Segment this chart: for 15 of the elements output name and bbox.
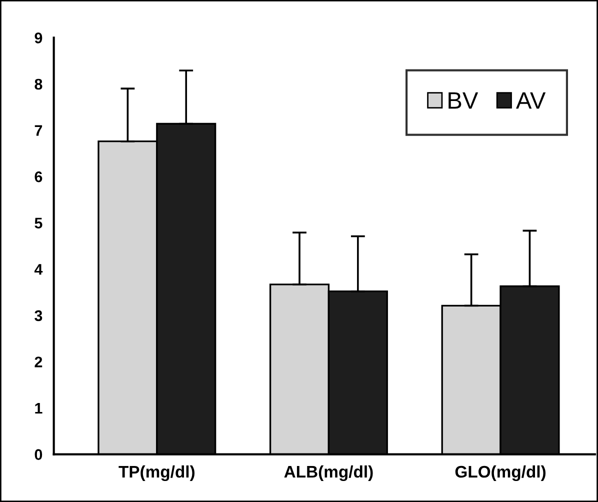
x-tick-label: GLO(mg/dl) bbox=[455, 465, 546, 482]
y-tick-label: 5 bbox=[34, 218, 42, 229]
y-tick-label: 4 bbox=[34, 264, 43, 275]
y-tick-label: 6 bbox=[34, 171, 42, 182]
y-tick-label: 2 bbox=[34, 356, 42, 368]
y-tick-label: 1 bbox=[35, 403, 42, 414]
y-tick-label: 7 bbox=[34, 125, 42, 136]
x-tick-label: TP(mg/dl) bbox=[118, 465, 194, 482]
legend-label: BV bbox=[448, 92, 478, 109]
y-tick-label: 8 bbox=[34, 78, 42, 90]
x-tick-label: ALB(mg/dl) bbox=[284, 465, 373, 482]
y-tick-label: 0 bbox=[34, 449, 42, 460]
legend-label: AV bbox=[516, 92, 546, 109]
y-tick-label: 3 bbox=[34, 310, 42, 322]
y-tick-label: 9 bbox=[34, 32, 42, 44]
